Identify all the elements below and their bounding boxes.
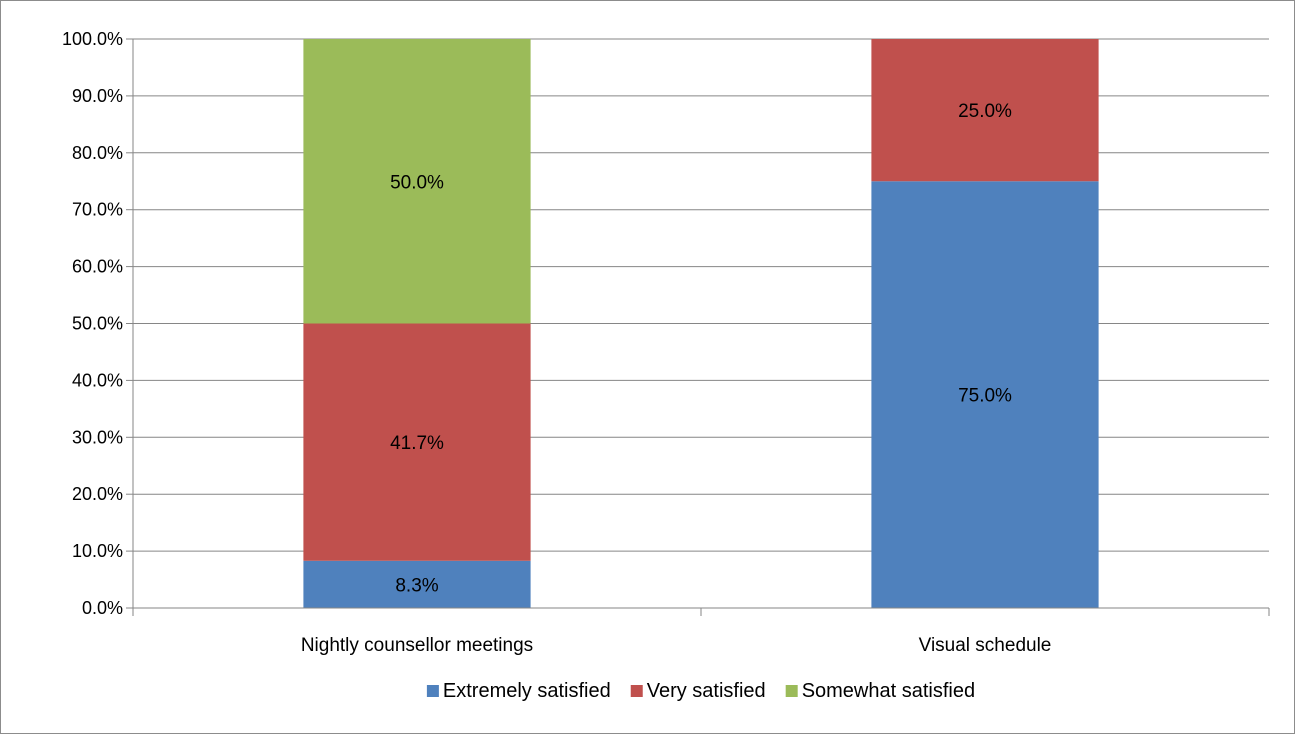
axes: 0.0% 10.0% 20.0% 30.0% 40.0% 50.0% 60.0% 70.0% 8… [62,29,1270,656]
y-tick-label: 100.0% [62,29,123,49]
y-tick-label: 30.0% [72,427,123,447]
legend-swatch [426,685,439,697]
bar-segment [871,181,1099,608]
x-category-label: Visual schedule [919,635,1052,656]
data-label: 41.7% [390,433,444,454]
data-label: 8.3% [395,575,438,596]
bar-segment [871,39,1099,182]
data-labels: 8.3% 41.7% 50.0% 75.0% 25.0% [390,101,1012,596]
data-label: 75.0% [958,386,1012,407]
y-tick-label: 20.0% [72,484,123,504]
y-tick-label: 40.0% [72,370,123,390]
bar-segment [303,560,531,608]
bar-segment [303,39,531,324]
y-tick-label: 80.0% [72,143,123,163]
legend-swatch [630,685,643,697]
legend: Extremely satisfied Very satisfied Somewha… [426,680,975,702]
y-tick-label: 0.0% [82,598,123,618]
y-tick-label: 90.0% [72,86,123,106]
legend-swatch [785,685,798,697]
y-tick-label: 50.0% [72,314,123,334]
legend-item: Very satisfied [630,680,766,702]
y-tick-label: 10.0% [72,541,123,561]
bars [303,39,1099,608]
data-label: 25.0% [958,101,1012,122]
legend-item: Somewhat satisfied [785,680,975,702]
legend-item: Extremely satisfied [426,680,611,702]
bar-segment [303,323,531,561]
y-tick-label: 60.0% [72,257,123,277]
legend-label: Very satisfied [647,680,766,702]
legend-label: Somewhat satisfied [802,680,975,702]
y-tick-label: 70.0% [72,200,123,220]
legend-label: Extremely satisfied [443,680,611,702]
x-category-label: Nightly counsellor meetings [301,635,533,656]
data-label: 50.0% [390,172,444,193]
